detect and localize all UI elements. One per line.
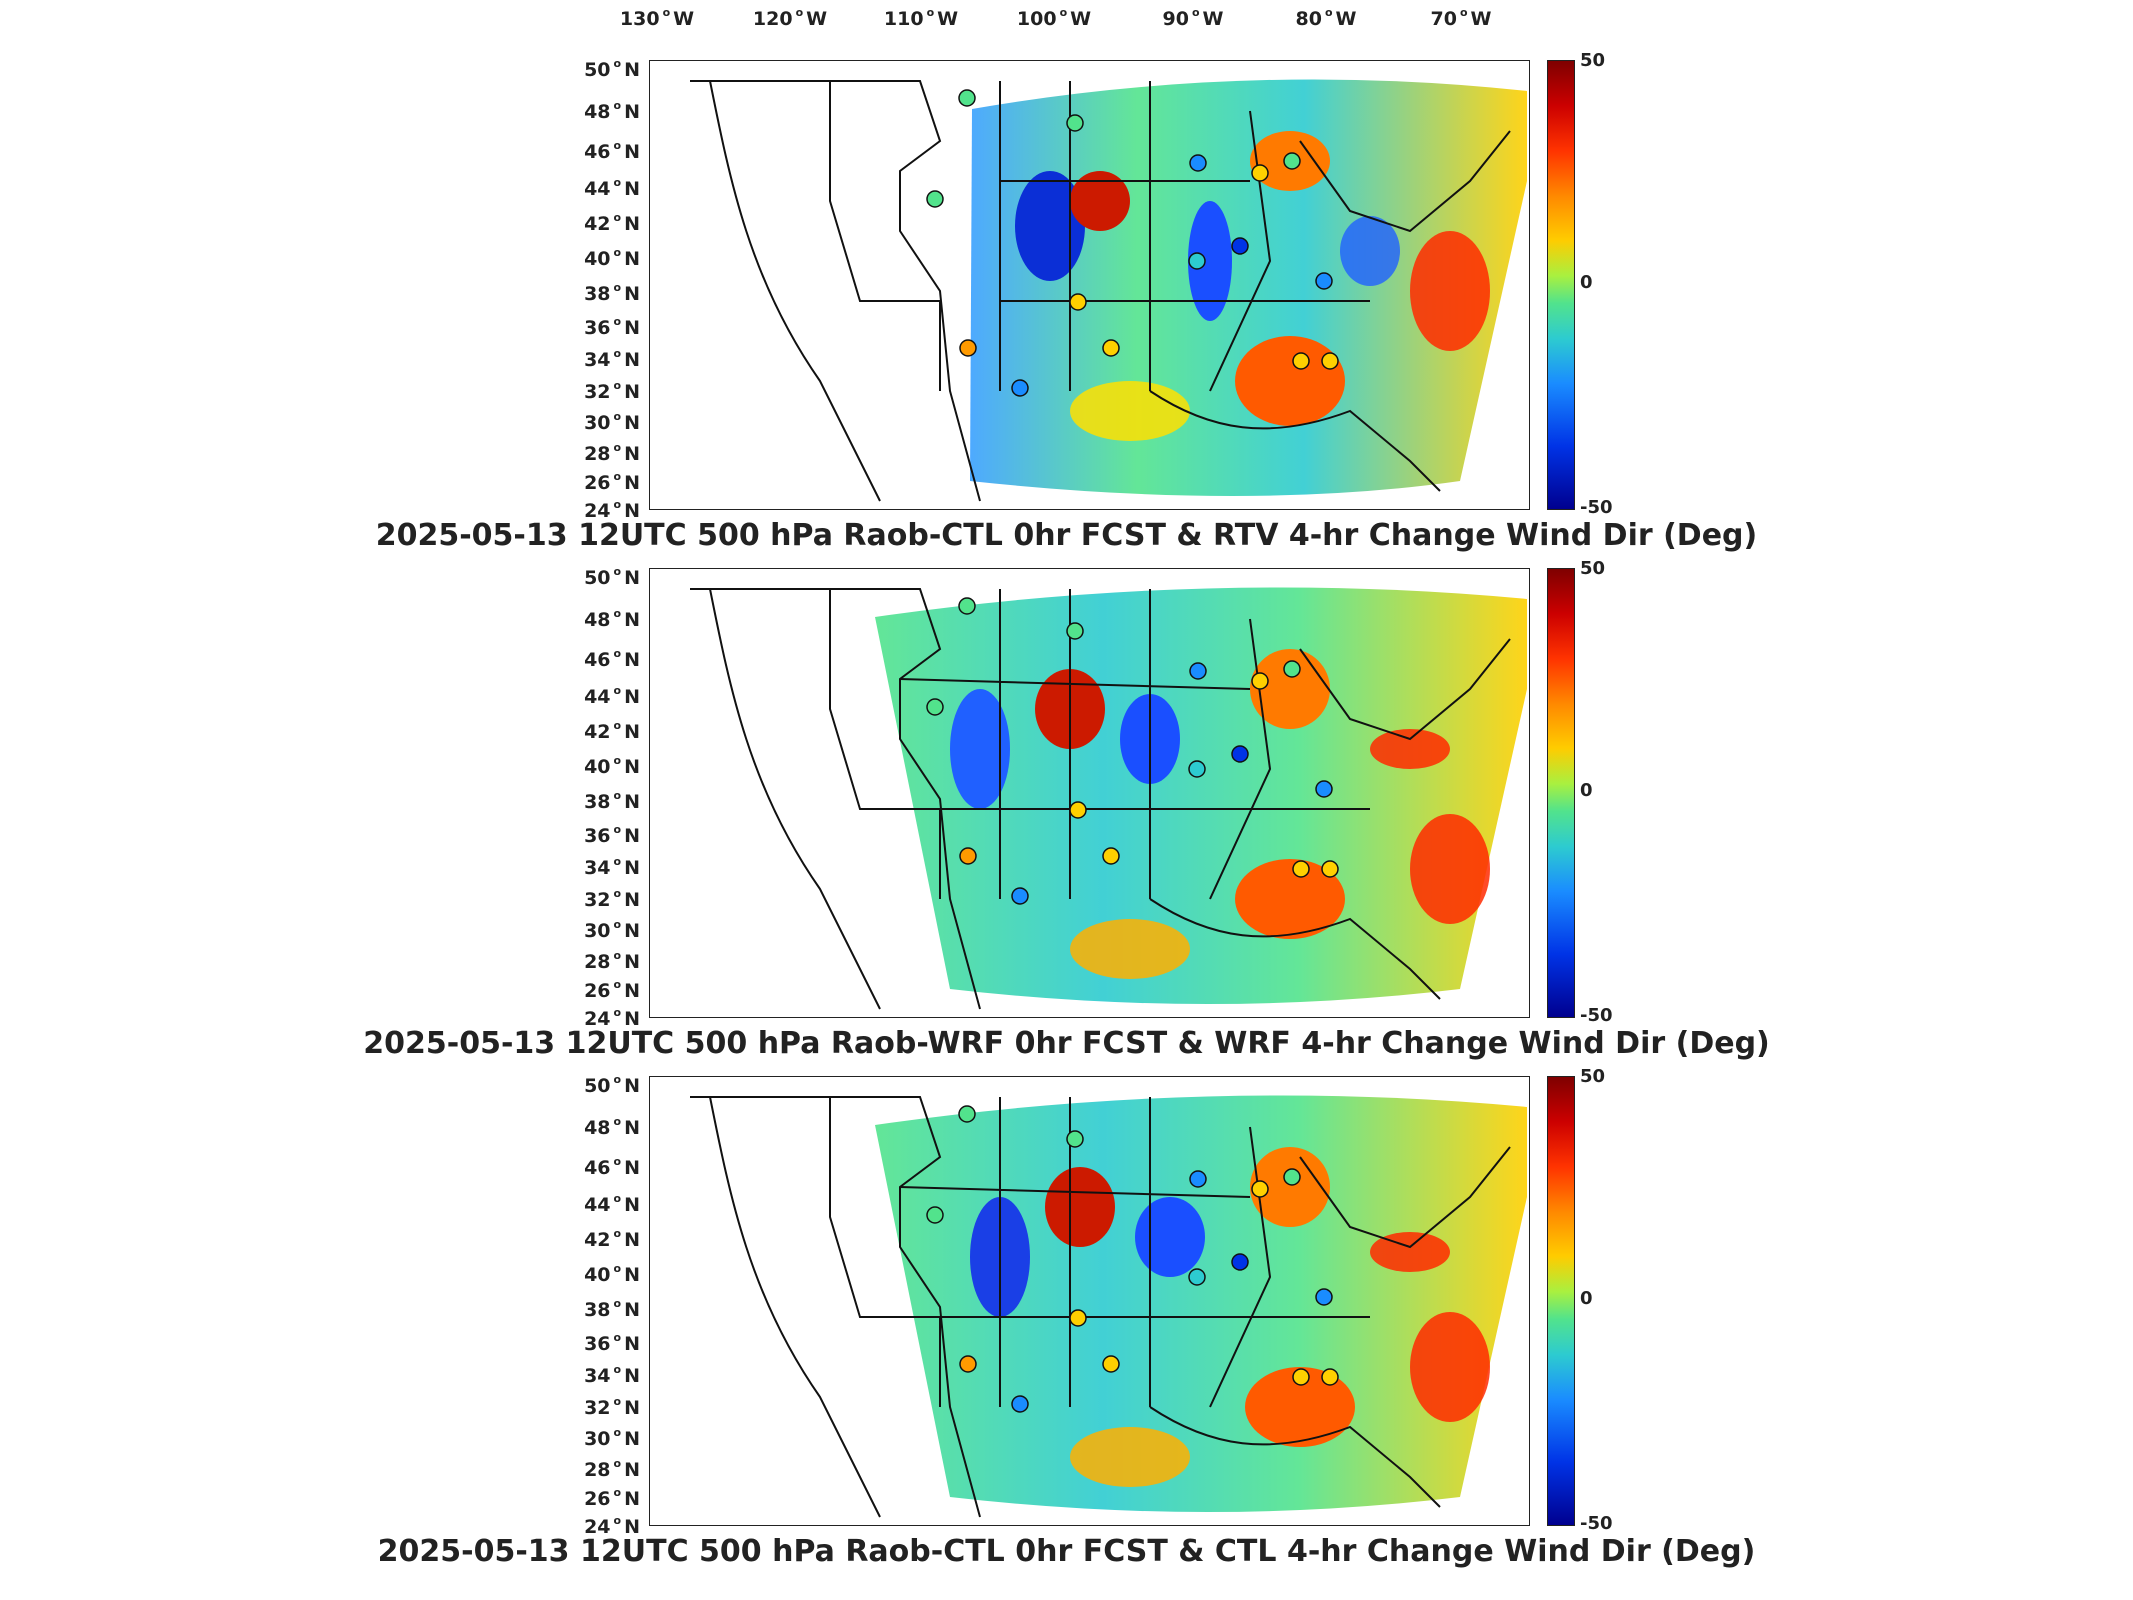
latitude-label: 40 o N	[584, 1262, 640, 1286]
map-area	[649, 60, 1530, 510]
latitude-label: 28 o N	[584, 441, 640, 465]
wind-direction-field-map	[690, 1095, 1527, 1518]
latitude-label: 48 o N	[584, 607, 640, 631]
latitude-label: 36 o N	[584, 1331, 640, 1355]
colorbar-min-label: -50	[1580, 1005, 1613, 1026]
wind-direction-field-map	[690, 587, 1527, 1010]
latitude-label: 50 o N	[584, 57, 640, 81]
latitude-label: 36 o N	[584, 315, 640, 339]
latitude-label: 32 o N	[584, 1395, 640, 1419]
colorbar-min-label: -50	[1580, 497, 1613, 518]
wind-direction-field-map	[690, 79, 1527, 502]
colorbar-mid-label: 0	[1580, 780, 1593, 801]
colorbar-mid-label: 0	[1580, 1288, 1593, 1309]
longitude-label: 100 o W	[1016, 6, 1092, 30]
longitude-label: 130 o W	[619, 6, 695, 30]
latitude-label: 42 o N	[584, 719, 640, 743]
colorbar-max-label: 50	[1580, 558, 1606, 579]
map-area	[649, 568, 1530, 1018]
latitude-label: 50 o N	[584, 1073, 640, 1097]
latitude-label: 34 o N	[584, 855, 640, 879]
latitude-label: 32 o N	[584, 379, 640, 403]
latitude-label: 24 o N	[584, 1514, 640, 1538]
latitude-label: 42 o N	[584, 211, 640, 235]
panel-title: 2025-05-13 12UTC 500 hPa Raob-CTL 0hr FC…	[375, 518, 1758, 553]
latitude-label: 44 o N	[584, 684, 640, 708]
map-panel-3: 50 o N 48 o N 46 o N 44 o N 42 o N 40 o N 38 o N 36 o N …	[0, 1064, 2133, 1574]
latitude-label: 46 o N	[584, 647, 640, 671]
map-panel-2: 50 o N 48 o N 46 o N 44 o N 42 o N 40 o N 38 o N 36 o N …	[0, 556, 2133, 1066]
map-area	[649, 1076, 1530, 1526]
latitude-label: 48 o N	[584, 1115, 640, 1139]
colorbar-min-label: -50	[1580, 1513, 1613, 1534]
latitude-label: 36 o N	[584, 823, 640, 847]
longitude-label: 90 o W	[1162, 6, 1224, 30]
latitude-label: 50 o N	[584, 565, 640, 589]
colorbar-max-label: 50	[1580, 1066, 1606, 1087]
latitude-label: 24 o N	[584, 498, 640, 522]
latitude-label: 40 o N	[584, 754, 640, 778]
latitude-label: 24 o N	[584, 1006, 640, 1030]
latitude-label: 28 o N	[584, 1457, 640, 1481]
map-panel-1: 130 o W 120 o W 110 o W 100 o W 90 o W 80 o W 70 o W 5…	[0, 6, 2133, 558]
latitude-label: 38 o N	[584, 1297, 640, 1321]
colorbar-max-label: 50	[1580, 50, 1606, 71]
latitude-label: 46 o N	[584, 1155, 640, 1179]
latitude-label: 38 o N	[584, 281, 640, 305]
latitude-label: 44 o N	[584, 176, 640, 200]
latitude-label: 30 o N	[584, 410, 640, 434]
latitude-label: 30 o N	[584, 918, 640, 942]
latitude-label: 48 o N	[584, 99, 640, 123]
colorbar	[1547, 60, 1575, 510]
longitude-label: 110 o W	[883, 6, 959, 30]
latitude-label: 38 o N	[584, 789, 640, 813]
latitude-label: 32 o N	[584, 887, 640, 911]
panel-title: 2025-05-13 12UTC 500 hPa Raob-CTL 0hr FC…	[377, 1534, 1756, 1569]
longitude-label: 120 o W	[752, 6, 828, 30]
latitude-label: 40 o N	[584, 246, 640, 270]
latitude-label: 34 o N	[584, 347, 640, 371]
panel-title: 2025-05-13 12UTC 500 hPa Raob-WRF 0hr FC…	[363, 1026, 1770, 1061]
latitude-label: 44 o N	[584, 1192, 640, 1216]
latitude-label: 30 o N	[584, 1426, 640, 1450]
colorbar-mid-label: 0	[1580, 272, 1593, 293]
latitude-label: 28 o N	[584, 949, 640, 973]
colorbar	[1547, 1076, 1575, 1526]
longitude-label: 80 o W	[1295, 6, 1357, 30]
colorbar	[1547, 568, 1575, 1018]
latitude-label: 26 o N	[584, 978, 640, 1002]
longitude-label: 70 o W	[1430, 6, 1492, 30]
latitude-label: 26 o N	[584, 470, 640, 494]
latitude-label: 42 o N	[584, 1227, 640, 1251]
latitude-label: 26 o N	[584, 1486, 640, 1510]
latitude-label: 46 o N	[584, 139, 640, 163]
latitude-label: 34 o N	[584, 1363, 640, 1387]
